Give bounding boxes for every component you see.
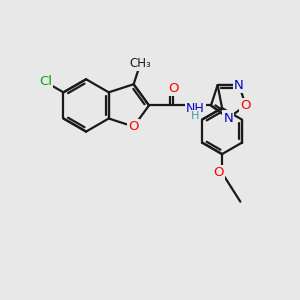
Text: NH: NH [186, 103, 205, 116]
Text: N: N [224, 112, 233, 124]
Text: H: H [190, 111, 199, 121]
Text: O: O [168, 82, 178, 95]
Text: O: O [213, 167, 224, 179]
Text: CH₃: CH₃ [130, 57, 152, 70]
Text: O: O [240, 99, 251, 112]
Text: N: N [234, 79, 244, 92]
Text: O: O [128, 120, 139, 133]
Text: Cl: Cl [39, 75, 52, 88]
